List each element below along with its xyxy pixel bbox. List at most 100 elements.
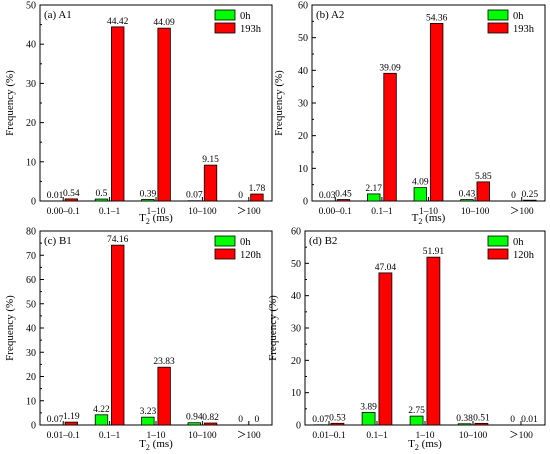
y-tick-label: 40 (298, 66, 308, 77)
y-tick-label: 60 (298, 1, 308, 12)
bar-0h (141, 416, 155, 426)
x-tick-label: 0.01–0.1 (47, 431, 81, 441)
bar-end (330, 422, 345, 426)
data-label-end: 0.51 (473, 413, 490, 423)
data-label-0h: 0.07 (312, 415, 329, 425)
data-label-0h: 4.09 (412, 178, 429, 188)
y-tick-label: 0 (31, 421, 36, 432)
y-tick-label: 40 (26, 40, 36, 51)
legend-label-0h: 0h (240, 11, 251, 22)
chart-panel-2: 0 10 20 30 40 50 60 0.03 0.45 0.00–0.1 2.17 39.09 0.… (273, 1, 546, 226)
data-label-end: 54.36 (426, 13, 448, 23)
data-label-end: 0.25 (522, 190, 539, 200)
x-tick-label: 0.1–1 (371, 207, 393, 217)
y-axis-title: Frequency (%) (267, 295, 279, 361)
data-label-0h: 2.17 (365, 184, 382, 194)
plot-frame (304, 230, 546, 426)
plot-frame (311, 4, 546, 202)
data-label-0h: 3.89 (360, 402, 377, 412)
bar-0h (94, 414, 109, 426)
data-label-0h: 0 (238, 415, 243, 425)
bar-0h (361, 412, 376, 426)
legend-swatch-0h (214, 235, 236, 247)
data-label-0h: 4.22 (93, 405, 110, 415)
y-tick-label: 10 (298, 164, 308, 175)
y-tick-label: 80 (26, 227, 36, 238)
legend-label-end: 193h (513, 24, 535, 35)
y-axis-title: Frequency (%) (4, 70, 16, 136)
legend-label-0h: 0h (513, 237, 524, 248)
legend-label-end: 193h (240, 24, 262, 35)
bar-end (64, 198, 78, 202)
data-label-0h: 0.01 (47, 191, 64, 201)
x-tick-label: 0.00–0.1 (47, 207, 81, 217)
legend-swatch-end (214, 248, 236, 260)
y-tick-label: 10 (26, 157, 36, 168)
panel-label: (d) B2 (309, 235, 337, 247)
panel-label: (b) A2 (316, 9, 344, 21)
y-tick-label: 30 (291, 324, 301, 335)
x-tick-label: 0.1–1 (99, 207, 121, 217)
panel-label: (c) B1 (44, 235, 72, 247)
bar-0h (187, 422, 201, 426)
chart-panel-4: 0 10 20 30 40 50 60 0.07 0.53 0.01–0.1 3.89 47.04 0.… (267, 227, 546, 452)
y-tick-label: 30 (26, 348, 36, 359)
data-label-end: 0.01 (521, 415, 538, 425)
bar-end (111, 26, 125, 202)
bar-end (523, 199, 537, 202)
bar-end (250, 193, 264, 202)
bar-end (157, 27, 171, 202)
data-label-end: 0.45 (335, 190, 352, 200)
x-tick-label: 10–100 (188, 431, 217, 441)
data-label-end: 0 (255, 415, 260, 425)
data-label-0h: 3.23 (140, 407, 157, 417)
data-label-end: 39.09 (379, 63, 401, 73)
data-label-0h: 2.75 (408, 406, 425, 416)
data-label-end: 0.53 (329, 413, 346, 423)
y-tick-label: 20 (26, 118, 36, 129)
x-tick-label: 0.00–0.1 (319, 207, 353, 217)
bar-end (476, 181, 490, 202)
bar-end (203, 164, 218, 202)
bar-0h (141, 199, 155, 202)
legend-label-end: 120h (513, 250, 535, 261)
bar-end (203, 422, 218, 426)
data-label-0h: 0.07 (47, 415, 64, 425)
y-tick-label: 60 (26, 275, 36, 286)
data-label-end: 0.54 (63, 189, 80, 199)
x-tick-label: ＞100 (510, 207, 534, 217)
y-axis-title: Frequency (%) (273, 70, 285, 136)
legend-swatch-end (214, 22, 236, 34)
y-axis-title: Frequency (%) (4, 295, 16, 361)
x-axis-title: T2 (ms) (412, 212, 446, 226)
y-tick-label: 20 (26, 372, 36, 383)
x-tick-label: 1–10 (419, 207, 438, 217)
y-tick-label: 20 (291, 356, 301, 367)
legend-label-end: 120h (240, 250, 262, 261)
bar-0h (367, 193, 381, 202)
chart-panel-1: 0 10 20 30 40 50 0.01 0.54 0.00–0.1 0.5 44.42 0.1–1… (4, 1, 273, 226)
data-label-end: 1.78 (249, 184, 266, 194)
data-label-0h: 0.5 (96, 189, 108, 199)
bar-end (157, 366, 171, 426)
data-label-0h: 0 (510, 415, 515, 425)
x-tick-label: ＞100 (237, 207, 261, 217)
data-label-0h: 0 (238, 191, 243, 201)
y-tick-label: 60 (291, 227, 301, 238)
y-tick-label: 50 (26, 1, 36, 12)
data-label-end: 5.85 (475, 172, 492, 182)
x-tick-label: 1–10 (147, 207, 166, 217)
bar-end (336, 199, 351, 202)
bar-0h (409, 415, 424, 426)
y-tick-label: 50 (298, 33, 308, 44)
data-label-end: 74.16 (107, 235, 129, 245)
x-tick-label: ＞100 (509, 431, 533, 441)
data-label-0h: 0.94 (186, 413, 203, 423)
y-tick-label: 40 (291, 291, 301, 302)
x-tick-label: 10–100 (188, 207, 217, 217)
panel-label: (a) A1 (44, 9, 72, 21)
x-tick-label: 0.01–0.1 (312, 431, 346, 441)
x-tick-label: 0.1–1 (99, 431, 121, 441)
data-label-end: 44.42 (107, 17, 129, 27)
